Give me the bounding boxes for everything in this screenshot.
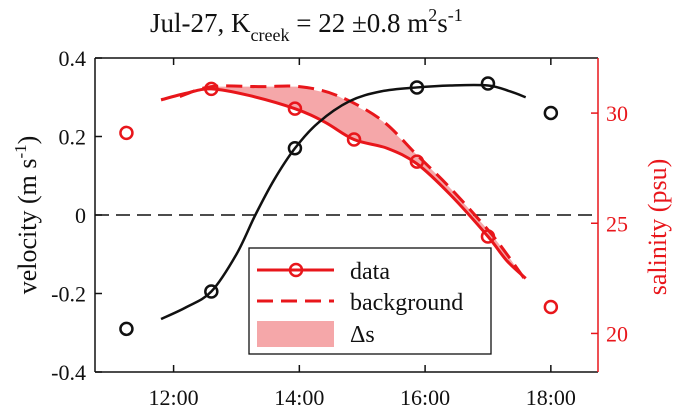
x-tick-label: 12:00 [149,385,199,410]
x-tick-label: 16:00 [400,385,450,410]
salinity-point [119,125,134,141]
legend-label-data: data [350,259,390,285]
salinity-point [346,132,362,147]
axes-layer: 0.4 0.2 0 -0.2 -0.4 30 25 20 12:00 14:00 16:00 18:0… [51,46,628,410]
left-tick-label: 0 [75,203,86,228]
delta-s-fill-layer [179,86,526,279]
right-tick-label: 30 [606,101,628,126]
legend-data-marker [288,262,304,278]
x-tick-label: 14:00 [274,385,324,410]
salinity-point [204,81,219,97]
left-axis-label: velocity (m s-1) [11,136,42,295]
left-tick-label: 0.4 [59,46,87,71]
left-tick-label: -0.4 [51,360,86,385]
salinity-point [543,299,559,315]
series-layer [119,76,559,337]
salinity-data-line [160,87,527,280]
velocity-point [543,105,559,121]
salinity-point [480,229,496,244]
right-axis-label: salinity (psu) [643,159,672,296]
legend-label-background: background [350,290,463,316]
legend-delta-s-swatch [257,321,334,347]
salinity-point [287,101,303,116]
delta-s-area [179,86,526,279]
salinity-point [409,154,425,169]
chart-title: Jul-27, Kcreek = 22 ±0.8 m2s-1 [150,5,463,45]
velocity-fit-line [160,83,527,321]
right-tick-label: 25 [606,211,628,236]
legend: data background Δs [248,247,492,355]
left-tick-label: 0.2 [59,125,87,150]
velocity-point [480,76,496,91]
legend-label-delta-s: Δs [350,322,375,348]
velocity-point [287,141,303,156]
left-tick-label: -0.2 [51,282,86,307]
velocity-point [119,321,134,337]
velocity-point [409,80,425,95]
velocity-point [204,284,219,299]
x-tick-label: 18:00 [526,385,576,410]
right-tick-label: 20 [606,321,628,346]
